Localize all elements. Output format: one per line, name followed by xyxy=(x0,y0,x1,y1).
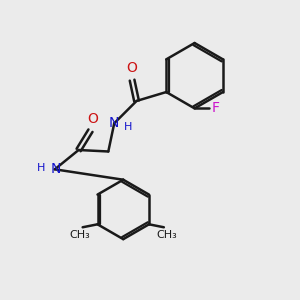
Text: O: O xyxy=(127,61,137,75)
Text: H: H xyxy=(124,122,132,132)
Text: N: N xyxy=(109,116,119,130)
Text: H: H xyxy=(37,163,45,173)
Text: CH₃: CH₃ xyxy=(156,230,177,240)
Text: CH₃: CH₃ xyxy=(69,230,90,240)
Text: N: N xyxy=(51,162,62,176)
Text: O: O xyxy=(87,112,98,126)
Text: F: F xyxy=(212,101,220,116)
